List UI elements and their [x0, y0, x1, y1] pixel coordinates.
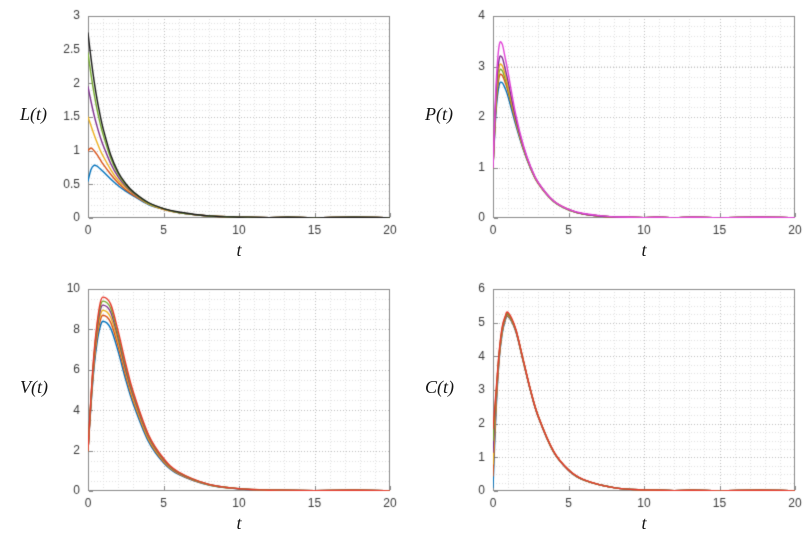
plot-panel-C: C(t) t — [409, 277, 805, 539]
plot-panel-V: V(t) t — [4, 277, 400, 539]
y-axis-label-P: P(t) — [425, 104, 453, 124]
plot-canvas-V — [4, 277, 400, 539]
plot-canvas-P — [409, 4, 805, 266]
x-axis-label-t-4: t — [641, 513, 647, 533]
plot-canvas-C — [409, 277, 805, 539]
plot-canvas-L — [4, 4, 400, 266]
y-axis-label-L: L(t) — [20, 104, 47, 124]
plot-panel-P: P(t) t — [409, 4, 805, 266]
x-axis-label-t-1: t — [236, 240, 242, 260]
x-axis-label-t-3: t — [236, 513, 242, 533]
y-axis-label-C: C(t) — [425, 377, 454, 397]
y-axis-label-V: V(t) — [20, 377, 48, 397]
plot-panel-L: L(t) t — [4, 4, 400, 266]
x-axis-label-t-2: t — [641, 240, 647, 260]
